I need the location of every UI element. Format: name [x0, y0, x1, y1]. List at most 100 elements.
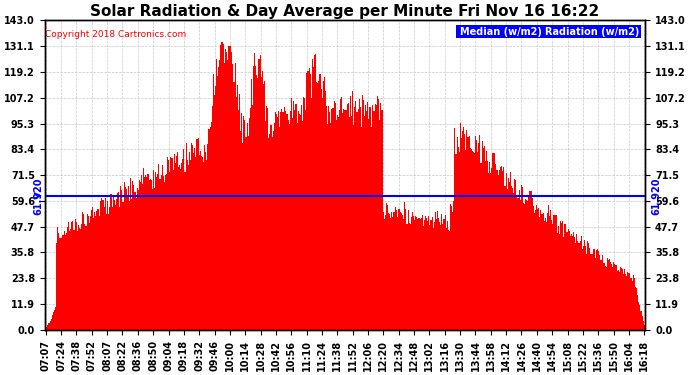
Bar [518, 198, 519, 330]
Bar [444, 215, 446, 330]
Bar [599, 255, 600, 330]
Bar [337, 115, 338, 330]
Bar [152, 189, 153, 330]
Bar [137, 188, 138, 330]
Bar [114, 200, 115, 330]
Bar [156, 177, 157, 330]
Bar [508, 178, 509, 330]
Bar [400, 212, 401, 330]
Bar [180, 169, 181, 330]
Bar [638, 302, 640, 330]
Bar [92, 207, 93, 330]
Legend: Median (w/m2), Radiation (w/m2): Median (w/m2), Radiation (w/m2) [455, 25, 641, 39]
Bar [484, 146, 485, 330]
Bar [165, 176, 166, 330]
Bar [606, 267, 607, 330]
Bar [353, 124, 354, 330]
Bar [181, 163, 182, 330]
Bar [619, 273, 620, 330]
Bar [53, 312, 54, 330]
Bar [52, 315, 53, 330]
Bar [504, 186, 506, 330]
Bar [295, 104, 297, 330]
Bar [404, 202, 406, 330]
Bar [455, 154, 457, 330]
Bar [435, 212, 436, 330]
Bar [516, 197, 518, 330]
Text: Copyright 2018 Cartronics.com: Copyright 2018 Cartronics.com [46, 30, 186, 39]
Bar [448, 230, 449, 330]
Bar [163, 176, 164, 330]
Bar [164, 182, 165, 330]
Bar [361, 128, 362, 330]
Bar [551, 220, 552, 330]
Bar [500, 167, 501, 330]
Bar [609, 259, 610, 330]
Bar [157, 174, 159, 330]
Bar [218, 67, 219, 330]
Bar [59, 238, 61, 330]
Bar [301, 105, 302, 330]
Bar [600, 260, 601, 330]
Bar [401, 213, 402, 330]
Bar [440, 225, 442, 330]
Bar [366, 111, 367, 330]
Bar [182, 159, 184, 330]
Bar [429, 225, 431, 330]
Bar [489, 162, 491, 330]
Bar [161, 165, 163, 330]
Bar [519, 190, 520, 330]
Bar [578, 243, 580, 330]
Bar [252, 105, 253, 330]
Bar [54, 310, 55, 330]
Bar [377, 96, 378, 330]
Bar [415, 216, 416, 330]
Bar [67, 227, 68, 330]
Bar [205, 152, 206, 330]
Bar [349, 117, 350, 330]
Bar [86, 214, 88, 330]
Bar [179, 165, 180, 330]
Bar [90, 216, 91, 330]
Bar [103, 200, 104, 330]
Bar [571, 234, 572, 330]
Bar [471, 149, 472, 330]
Bar [250, 108, 251, 330]
Bar [229, 46, 230, 330]
Bar [159, 179, 161, 330]
Bar [233, 82, 235, 330]
Bar [421, 218, 422, 330]
Bar [413, 216, 414, 330]
Bar [231, 52, 233, 330]
Bar [255, 66, 256, 330]
Bar [127, 196, 128, 330]
Bar [493, 153, 495, 330]
Bar [61, 235, 63, 330]
Bar [312, 59, 313, 330]
Bar [474, 153, 475, 330]
Bar [423, 226, 424, 330]
Bar [108, 214, 110, 330]
Bar [387, 205, 388, 330]
Bar [371, 127, 372, 330]
Bar [511, 186, 512, 330]
Bar [498, 175, 499, 330]
Bar [112, 195, 114, 330]
Bar [348, 103, 349, 330]
Bar [480, 163, 482, 330]
Bar [636, 288, 637, 330]
Bar [184, 172, 186, 330]
Bar [132, 182, 133, 330]
Bar [425, 216, 426, 330]
Bar [395, 210, 397, 330]
Bar [58, 233, 59, 330]
Bar [246, 123, 248, 330]
Bar [478, 143, 480, 330]
Bar [563, 237, 564, 330]
Bar [393, 211, 395, 330]
Bar [411, 217, 412, 330]
Bar [241, 113, 242, 330]
Bar [503, 168, 504, 330]
Bar [634, 278, 635, 330]
Bar [279, 127, 280, 330]
